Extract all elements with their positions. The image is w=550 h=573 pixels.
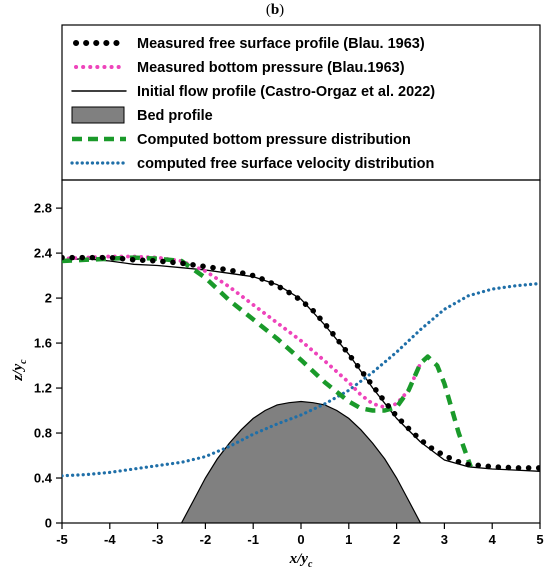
- x-tick-label: -4: [104, 532, 116, 547]
- x-tick-label: -1: [247, 532, 259, 547]
- panel-label-letter: b: [270, 2, 280, 18]
- legend-entry-3-label: Initial flow profile (Castro-Orgaz et al…: [137, 84, 435, 100]
- legend-entry-5-label: Computed bottom pressure distribution: [137, 132, 411, 148]
- legend-entry-2-label: Measured bottom pressure (Blau.1963): [137, 60, 405, 76]
- legend-entry-6: computed free surface velocity distribut…: [70, 156, 434, 172]
- x-tick-label: 2: [393, 532, 400, 547]
- panel-label: (b): [0, 2, 550, 19]
- x-tick-label: 0: [297, 532, 304, 547]
- series-3: [62, 258, 540, 472]
- legend-entry-1: Measured free surface profile (Blau. 196…: [73, 36, 425, 52]
- y-tick-label: 1.6: [34, 336, 52, 351]
- y-axis-title: z/yc: [10, 359, 29, 382]
- axes-layer: -5 -4 -3 -2 -1 0 1 2 3 4 5 0 0.4 0.8 1.2 1.6 2 2.4 2.8: [34, 201, 544, 547]
- legend: Measured free surface profile (Blau. 196…: [70, 36, 435, 172]
- legend-entry-4-label: Bed profile: [137, 108, 213, 124]
- series-6: [62, 281, 540, 478]
- y-tick-label: 2.4: [34, 246, 53, 261]
- legend-entry-4: Bed profile: [71, 106, 213, 124]
- y-tick-label: 2.8: [34, 201, 52, 216]
- series-2: [62, 254, 423, 410]
- legend-entry-5: Computed bottom pressure distribution: [72, 132, 411, 148]
- y-tick-label: 0.4: [34, 471, 53, 486]
- x-tick-label: -2: [200, 532, 212, 547]
- x-tick-label: -5: [56, 532, 68, 547]
- y-tick-label: 2: [45, 291, 52, 306]
- panel-label-close: ): [279, 2, 285, 18]
- series-1: [62, 254, 540, 471]
- x-tick-label: 5: [536, 532, 543, 547]
- panel-label-open: (: [265, 2, 271, 18]
- legend-entry-2: Measured bottom pressure (Blau.1963): [74, 60, 405, 76]
- y-tick-label: 0: [45, 516, 52, 531]
- x-tick-label: -3: [152, 532, 164, 547]
- x-tick-label: 3: [441, 532, 448, 547]
- legend-entry-1-label: Measured free surface profile (Blau. 196…: [137, 36, 425, 52]
- y-tick-label: 1.2: [34, 381, 52, 396]
- legend-entry-3: Initial flow profile (Castro-Orgaz et al…: [71, 84, 435, 100]
- x-tick-label: 4: [489, 532, 497, 547]
- x-tick-label: 1: [345, 532, 352, 547]
- series-4: [180, 400, 422, 523]
- x-axis-title: x/yc: [289, 551, 313, 570]
- legend-entry-4-swatch: [71, 106, 125, 124]
- y-tick-label: 0.8: [34, 426, 52, 441]
- series-layer: [62, 254, 540, 523]
- series-5: [62, 255, 473, 468]
- legend-entry-6-label: computed free surface velocity distribut…: [137, 156, 434, 172]
